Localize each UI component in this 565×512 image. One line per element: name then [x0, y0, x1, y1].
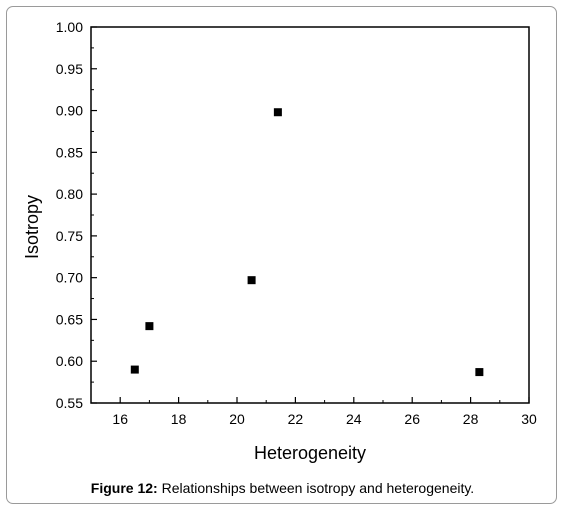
x-tick-label: 28 — [463, 411, 479, 427]
x-tick-label: 26 — [404, 411, 420, 427]
y-tick-label: 0.55 — [56, 395, 83, 411]
y-tick-label: 0.90 — [56, 103, 83, 119]
x-axis: 16 18 20 22 24 26 28 30 — [90, 397, 537, 427]
data-point — [145, 322, 154, 331]
data-points — [130, 108, 484, 377]
x-tick-label: 18 — [171, 411, 187, 427]
y-tick-label: 0.80 — [56, 186, 83, 202]
y-tick-label: 0.75 — [56, 228, 83, 244]
caption-label: Figure 12: — [90, 480, 158, 496]
x-tick-label: 20 — [229, 411, 245, 427]
scatter-chart: 16 18 20 22 24 26 28 30 0.55 0.60 0.65 0.70 0.75 0.8… — [22, 19, 537, 463]
data-point — [475, 368, 484, 377]
plot-area — [90, 26, 530, 404]
x-tick-label: 24 — [346, 411, 362, 427]
data-point — [247, 276, 256, 285]
x-axis-title: Heterogeneity — [254, 443, 366, 463]
y-tick-label: 0.60 — [56, 353, 83, 369]
y-tick-label: 0.70 — [56, 270, 83, 286]
y-axis-title: Isotropy — [22, 195, 42, 259]
data-point — [130, 365, 139, 374]
y-tick-label: 0.85 — [56, 144, 83, 160]
y-tick-label: 0.65 — [56, 311, 83, 327]
figure-caption: Figure 12: Relationships between isotrop… — [0, 480, 565, 496]
figure-frame — [6, 6, 557, 504]
caption-text: Relationships between isotropy and heter… — [157, 480, 475, 496]
data-point — [273, 108, 282, 117]
y-tick-label: 1.00 — [56, 19, 83, 35]
y-axis: 0.55 0.60 0.65 0.70 0.75 0.80 0.85 0.90 0.95 1.00 — [56, 19, 97, 411]
x-tick-label: 16 — [112, 411, 128, 427]
x-tick-label: 30 — [521, 411, 537, 427]
x-tick-label: 22 — [288, 411, 304, 427]
y-tick-label: 0.95 — [56, 61, 83, 77]
